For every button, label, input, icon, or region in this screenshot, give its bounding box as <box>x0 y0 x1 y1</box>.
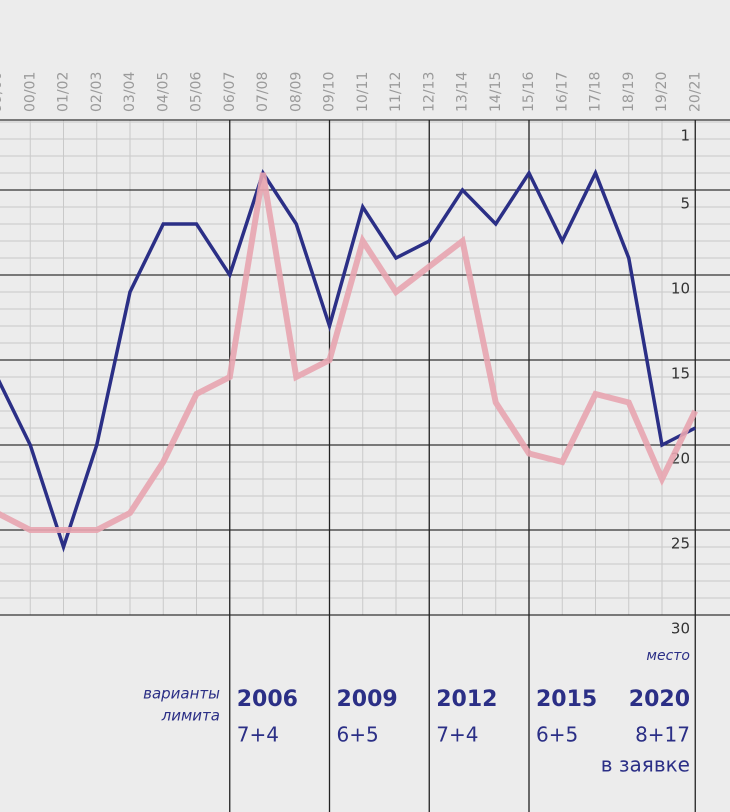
x-tick-label: 13/14 <box>455 72 471 112</box>
y-axis-label: место <box>646 648 690 664</box>
x-tick-label: 02/03 <box>89 72 105 112</box>
x-tick-label: 16/17 <box>554 72 570 112</box>
y-tick-label: 25 <box>671 535 690 553</box>
y-tick-label: 5 <box>680 195 690 213</box>
x-tick-label: 20/21 <box>687 72 703 112</box>
x-tick-label: 14/15 <box>488 72 504 112</box>
limit-year: 2006 <box>237 687 298 712</box>
x-tick-label: 00/01 <box>22 72 38 112</box>
x-tick-label: 01/02 <box>56 72 72 112</box>
y-tick-label: 15 <box>671 365 690 383</box>
x-tick-label: 05/06 <box>189 72 205 112</box>
x-tick-label: 08/09 <box>288 72 304 112</box>
x-tick-label: 18/19 <box>621 72 637 112</box>
series-line <box>0 172 698 533</box>
x-tick-label: 17/18 <box>588 72 604 112</box>
x-tick-label: 11/12 <box>388 72 404 112</box>
x-tick-label: 99/00 <box>0 72 5 112</box>
x-tick-label: 07/08 <box>255 72 271 112</box>
x-tick-label: 06/07 <box>222 72 238 112</box>
y-tick-label: 30 <box>671 620 690 638</box>
x-tick-label: 12/13 <box>421 72 437 112</box>
y-tick-label: 1 <box>680 127 690 145</box>
limit-value: 7+4 <box>436 723 478 747</box>
limit-year: 2015 <box>536 687 597 712</box>
series-line <box>0 168 697 553</box>
limits-label: лимита <box>161 707 220 725</box>
x-tick-label: 10/11 <box>355 72 371 112</box>
limit-year: 2020 <box>629 687 690 712</box>
limits-label: варианты <box>143 685 220 703</box>
limit-year: 2012 <box>436 687 497 712</box>
limit-year: 2009 <box>337 687 398 712</box>
x-tick-label: 15/16 <box>521 72 537 112</box>
x-tick-label: 09/10 <box>322 72 338 112</box>
limit-value: 8+17 <box>635 723 690 747</box>
limit-note: в заявке <box>601 753 690 777</box>
x-tick-label: 03/04 <box>122 72 138 112</box>
limit-value: 6+5 <box>337 723 379 747</box>
x-tick-label: 19/20 <box>654 72 670 112</box>
y-tick-label: 10 <box>671 280 690 298</box>
limit-value: 6+5 <box>536 723 578 747</box>
x-tick-label: 04/05 <box>155 72 171 112</box>
limit-value: 7+4 <box>237 723 279 747</box>
